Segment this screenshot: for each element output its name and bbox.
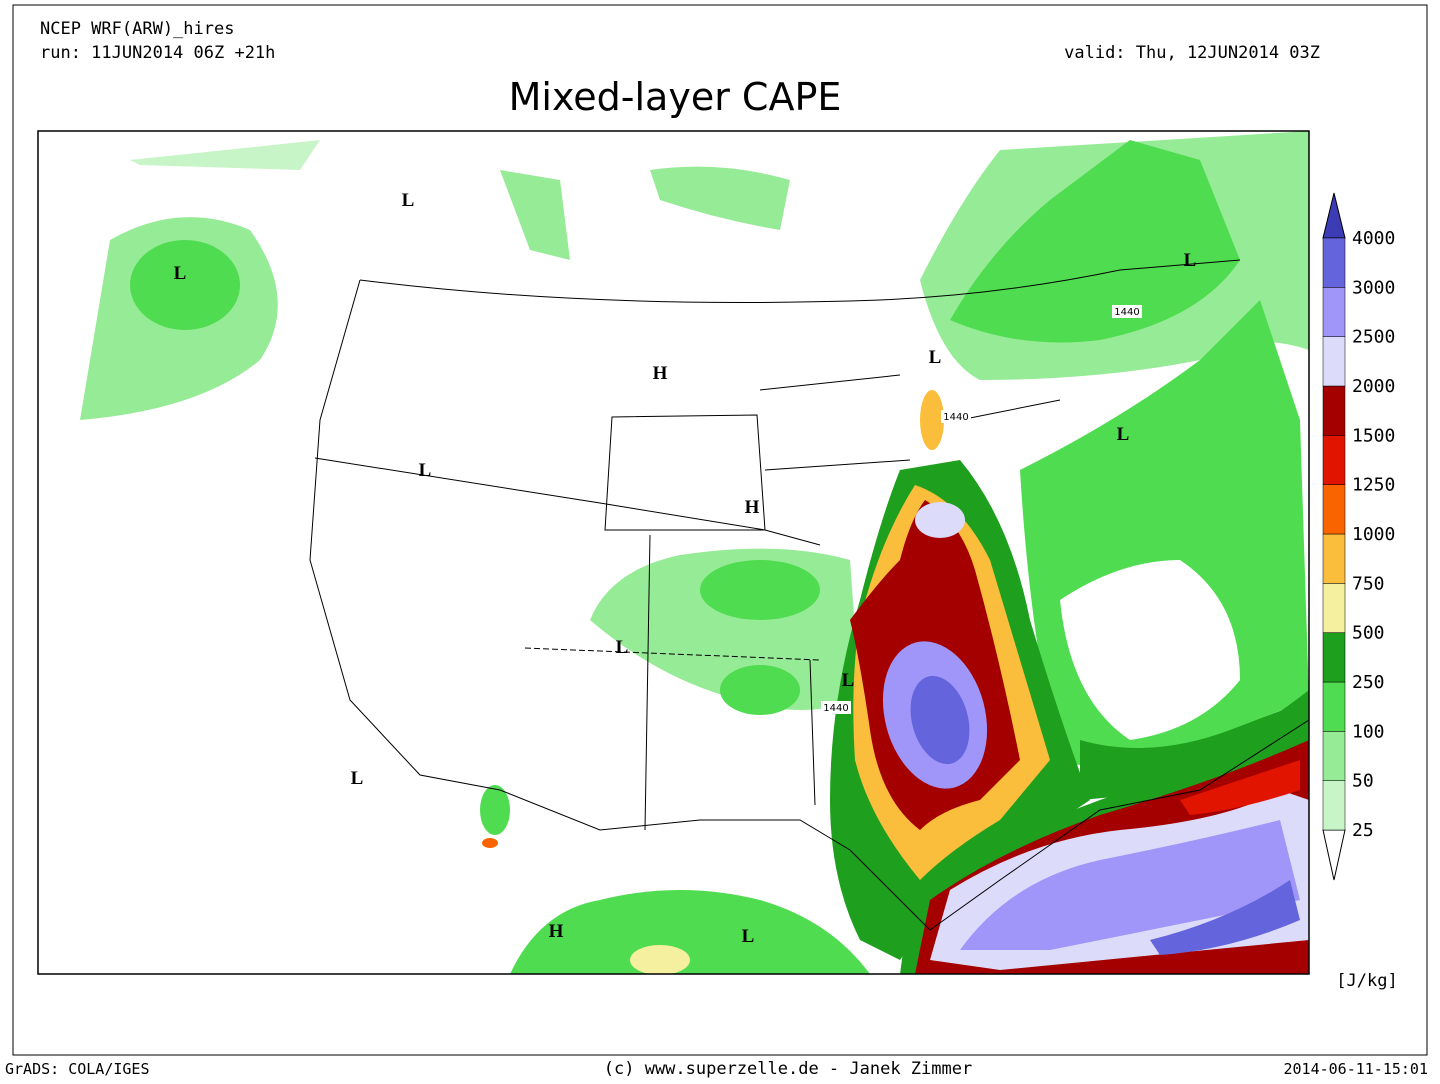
- state-line: [759, 374, 1061, 471]
- cape-area: [130, 140, 320, 170]
- colorbar-box: [1322, 583, 1346, 633]
- colorbar-label: 1500: [1352, 425, 1395, 446]
- colorbar: 25 50 100 250 500 750 1000 1250 1500 2000 2500 3000…: [1322, 192, 1395, 881]
- footer-left: GrADS: COLA/IGES: [5, 1060, 150, 1078]
- model-name: NCEP WRF(ARW)_hires: [40, 19, 234, 39]
- us-border: [309, 279, 1310, 931]
- colorbar-label: 500: [1352, 623, 1385, 644]
- cape-area: [650, 166, 790, 230]
- cape-area: [1060, 560, 1240, 740]
- colorbar-box: [1322, 632, 1346, 683]
- colorbar-box: [1322, 435, 1346, 485]
- colorbar-box: [1322, 780, 1346, 831]
- contour-label: 1440: [943, 412, 968, 423]
- map-labels: L L H L L L L H L L L H L 1440 1440 1440: [174, 190, 1197, 947]
- colorbar-label: 50: [1352, 771, 1374, 792]
- colorbar-label: 750: [1352, 573, 1385, 594]
- cape-area: [960, 820, 1300, 950]
- colorbar-box: [1322, 731, 1346, 781]
- map-title: Mixed-layer CAPE: [509, 75, 842, 119]
- pressure-center: L: [419, 460, 432, 481]
- cape-area: [500, 170, 570, 260]
- contour-label: 1440: [823, 703, 848, 714]
- cape-area: [1150, 880, 1300, 955]
- pressure-center: H: [653, 363, 668, 384]
- contour-label-bg: [941, 410, 971, 423]
- colorbar-box: [1322, 385, 1346, 436]
- pressure-center: L: [1117, 424, 1130, 445]
- pressure-center: L: [616, 637, 629, 658]
- pressure-center: L: [842, 670, 855, 691]
- colorbar-label: 25: [1352, 820, 1374, 841]
- borders: [309, 259, 1310, 931]
- canada-border: [359, 259, 1241, 303]
- pressure-center: L: [1184, 250, 1197, 271]
- cape-area: [950, 140, 1240, 343]
- pressure-center: L: [402, 190, 415, 211]
- colorbar-box: [1322, 484, 1346, 535]
- valid-time: valid: Thu, 12JUN2014 03Z: [1064, 43, 1320, 63]
- colorbar-box: [1322, 681, 1346, 732]
- colorbar-label: 1250: [1352, 475, 1395, 496]
- cape-area: [915, 502, 965, 538]
- cape-area: [700, 560, 820, 620]
- state-line: [644, 534, 816, 831]
- colorbar-label: 250: [1352, 672, 1385, 693]
- cape-field: [80, 131, 1309, 974]
- cape-area: [480, 785, 510, 835]
- contour-label-bg: [1112, 305, 1142, 318]
- cape-area: [1180, 760, 1300, 815]
- footer-center: (c) www.superzelle.de - Janek Zimmer: [604, 1059, 972, 1079]
- pressure-center: L: [742, 926, 755, 947]
- contour-label-bg: [821, 701, 851, 714]
- pressure-center: L: [351, 768, 364, 789]
- cape-area: [920, 390, 944, 450]
- run-time: run: 11JUN2014 06Z +21h: [40, 43, 275, 63]
- cape-area: [130, 240, 240, 330]
- colorbar-label: 2500: [1352, 327, 1395, 348]
- map-frame: [37, 130, 1310, 975]
- footer-right: 2014-06-11-15:01: [1284, 1060, 1429, 1078]
- pressure-center: H: [745, 497, 760, 518]
- colorbar-box: [1322, 533, 1346, 584]
- colorbar-label: 4000: [1352, 228, 1395, 249]
- cape-area: [630, 945, 690, 974]
- colorbar-label: 3000: [1352, 277, 1395, 298]
- colorbar-box: [1322, 237, 1346, 288]
- pressure-center: H: [549, 921, 564, 942]
- colorbar-label: 100: [1352, 721, 1385, 742]
- contour-label: 1440: [1114, 307, 1139, 318]
- colorbar-label: 1000: [1352, 524, 1395, 545]
- state-line: [604, 414, 766, 531]
- pressure-center: L: [174, 263, 187, 284]
- pressure-center: L: [929, 347, 942, 368]
- cape-area: [482, 838, 498, 848]
- colorbar-box: [1322, 287, 1346, 337]
- state-line: [524, 647, 821, 661]
- colorbar-unit: [J/kg]: [1336, 971, 1397, 991]
- colorbar-box: [1322, 336, 1346, 387]
- cape-area: [720, 665, 800, 715]
- cape-area: [510, 890, 870, 974]
- cape-area: [910, 675, 970, 765]
- state-line: [314, 457, 821, 546]
- colorbar-label: 2000: [1352, 376, 1395, 397]
